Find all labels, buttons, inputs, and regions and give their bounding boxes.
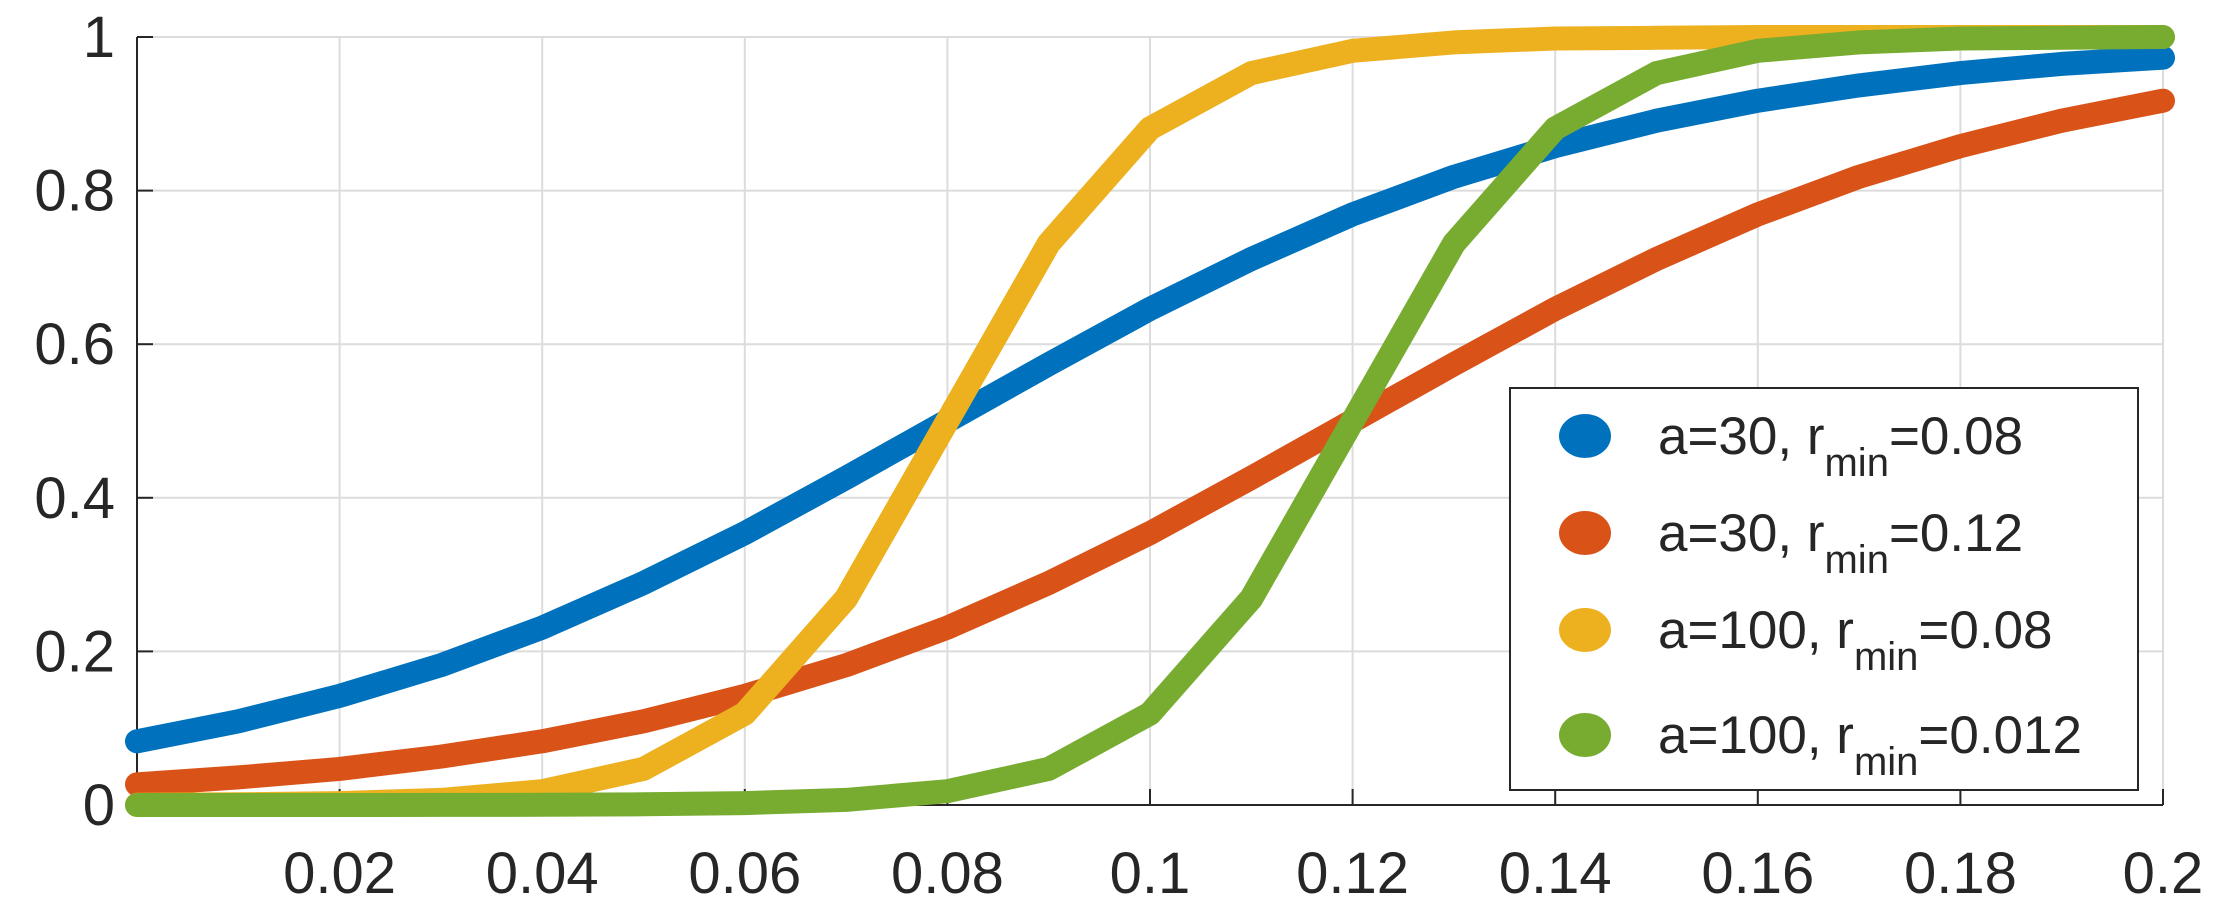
x-tick-label: 0.04 — [486, 841, 599, 906]
series-line — [125, 45, 2175, 754]
x-tick-label: 0.08 — [891, 841, 1004, 906]
series-line — [125, 88, 2175, 797]
y-tick-label: 0.6 — [34, 312, 115, 377]
legend-box — [1509, 387, 2139, 791]
x-tick-label: 0.14 — [1499, 841, 1612, 906]
legend-entry-label: a=30, rmin=0.12 — [1658, 504, 2023, 582]
legend-marker — [1559, 713, 1611, 757]
x-tick-label: 0.2 — [2123, 841, 2204, 906]
legend: a=30, rmin=0.08 a=30, rmin=0.12 a=100, rmi… — [1509, 387, 2139, 791]
x-tick-label: 0.18 — [1904, 841, 2017, 906]
legend-marker — [1559, 608, 1611, 652]
y-tick-label: 1 — [83, 5, 115, 70]
x-tick-label: 0.06 — [688, 841, 801, 906]
series-lines — [125, 25, 2175, 817]
series-line — [125, 25, 2175, 817]
x-tick-label: 0.12 — [1296, 841, 1409, 906]
x-tick-label: 0.02 — [283, 841, 396, 906]
y-tick-label: 0.2 — [34, 619, 115, 684]
legend-marker — [1559, 414, 1611, 458]
legend-marker — [1559, 511, 1611, 555]
tick-labels: 0.02 0.04 0.06 0.08 0.1 0.12 0.14 0.16 0.18 0.2 0 0… — [34, 5, 2203, 906]
y-tick-label: 0.4 — [34, 466, 115, 531]
legend-entry-label: a=100, rmin=0.08 — [1658, 601, 2053, 679]
legend-entry-label: a=100, rmin=0.012 — [1658, 706, 2082, 784]
y-tick-label: 0 — [83, 773, 115, 838]
y-tick-label: 0.8 — [34, 159, 115, 224]
x-tick-label: 0.1 — [1110, 841, 1191, 906]
x-tick-label: 0.16 — [1701, 841, 1814, 906]
legend-entry-label: a=30, rmin=0.08 — [1658, 407, 2023, 485]
